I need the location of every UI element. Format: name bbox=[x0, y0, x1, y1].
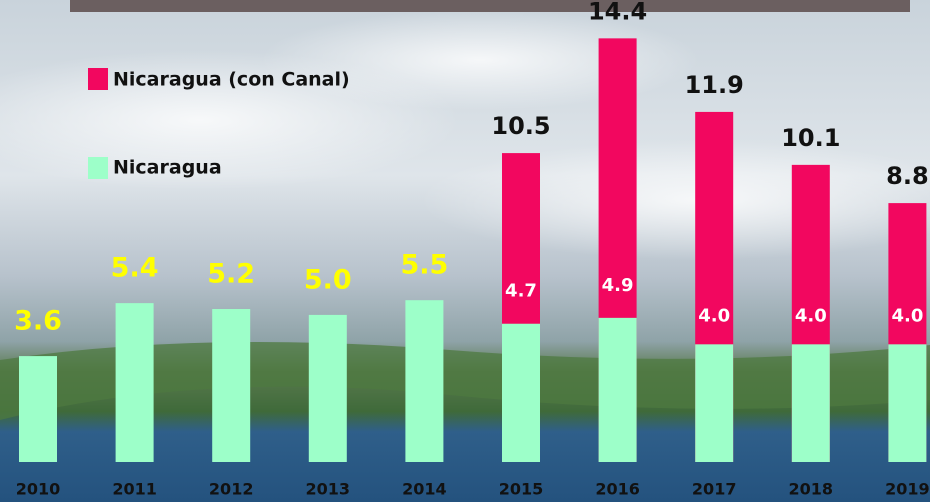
value-label: 5.0 bbox=[304, 264, 352, 295]
value-label: 10.5 bbox=[491, 112, 550, 140]
bar bbox=[115, 303, 154, 462]
legend-label: Nicaragua bbox=[113, 157, 222, 179]
bar bbox=[19, 356, 57, 462]
value-label: 4.7 bbox=[505, 281, 537, 302]
value-label: 3.6 bbox=[14, 306, 62, 337]
x-tick-label: 2019 bbox=[885, 480, 930, 499]
value-label: 14.4 bbox=[588, 0, 647, 25]
bar bbox=[405, 300, 444, 462]
legend: Nicaragua (con Canal) Nicaragua bbox=[88, 68, 350, 179]
bar bbox=[308, 314, 347, 462]
legend-label: Nicaragua (con Canal) bbox=[113, 69, 350, 91]
value-label: 4.9 bbox=[602, 275, 634, 296]
x-tick-label: 2010 bbox=[16, 480, 61, 499]
x-tick-label: 2018 bbox=[789, 480, 834, 499]
bar bbox=[888, 344, 927, 462]
x-tick-label: 2014 bbox=[402, 480, 447, 499]
x-tick-label: 2013 bbox=[306, 480, 351, 499]
legend-swatch bbox=[88, 157, 108, 179]
value-label: 10.1 bbox=[781, 124, 840, 152]
x-tick-label: 2012 bbox=[209, 480, 254, 499]
value-label: 4.0 bbox=[698, 305, 730, 326]
value-label: 5.2 bbox=[207, 259, 255, 290]
bar bbox=[598, 317, 637, 462]
x-tick-label: 2011 bbox=[112, 480, 157, 499]
value-label: 4.0 bbox=[891, 305, 923, 326]
value-label: 4.0 bbox=[795, 305, 827, 326]
value-label: 8.8 bbox=[886, 162, 929, 190]
bar bbox=[502, 323, 540, 462]
bar bbox=[791, 344, 830, 462]
x-tick-label: 2016 bbox=[595, 480, 640, 499]
bar bbox=[695, 344, 734, 462]
value-label: 11.9 bbox=[685, 71, 744, 99]
x-tick-label: 2017 bbox=[692, 480, 737, 499]
bar bbox=[212, 309, 251, 462]
value-label: 5.4 bbox=[111, 253, 159, 284]
value-label: 5.5 bbox=[400, 250, 448, 281]
legend-swatch bbox=[88, 68, 108, 90]
x-tick-label: 2015 bbox=[499, 480, 544, 499]
